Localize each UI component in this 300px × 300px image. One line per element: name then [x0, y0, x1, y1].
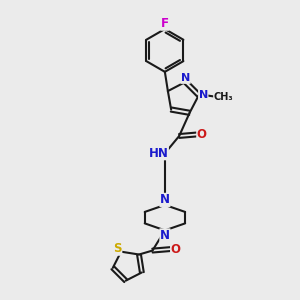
Text: N: N	[160, 194, 170, 206]
Text: N: N	[160, 229, 170, 242]
Text: O: O	[197, 128, 207, 141]
Text: N: N	[181, 73, 190, 83]
Text: S: S	[113, 242, 122, 255]
Text: N: N	[199, 90, 208, 100]
Text: CH₃: CH₃	[214, 92, 233, 102]
Text: HN: HN	[148, 147, 168, 160]
Text: F: F	[161, 17, 169, 30]
Text: O: O	[171, 243, 181, 256]
